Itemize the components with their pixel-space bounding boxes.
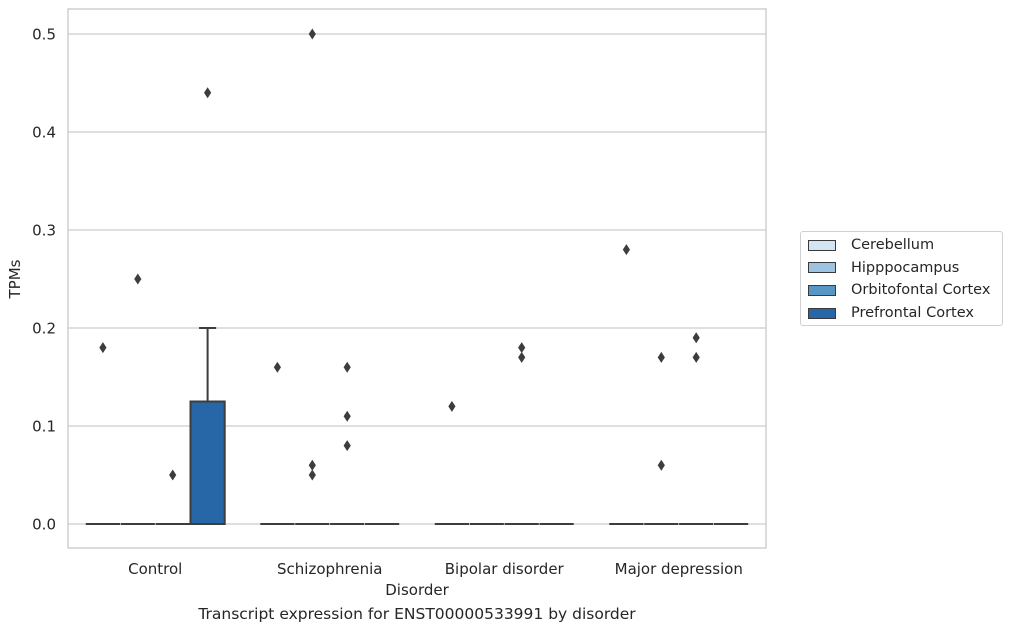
y-tick-label: 0.5 (32, 26, 56, 44)
outliers (99, 28, 700, 481)
figure-caption: Transcript expression for ENST0000053399… (198, 605, 636, 623)
grid-lines (68, 33, 766, 525)
outlier-point (657, 459, 665, 471)
outlier-point (343, 440, 351, 452)
legend-item: Prefrontal Cortex (808, 304, 974, 322)
legend-swatch (808, 262, 836, 274)
outlier-point (308, 28, 316, 40)
legend-swatch (808, 307, 836, 319)
x-axis-label: Disorder (385, 581, 449, 599)
outlier-point (622, 244, 630, 256)
legend: Cerebellum Hipppocampus Orbitofontal Corte… (800, 231, 1003, 326)
box-prefrontal-cortex (189, 400, 226, 525)
legend-item: Hipppocampus (808, 259, 959, 277)
y-tick-label: 0.0 (32, 516, 56, 534)
legend-swatch (808, 284, 836, 296)
outlier-point (308, 469, 316, 481)
y-tick-label: 0.1 (32, 418, 56, 436)
outlier-point (343, 410, 351, 422)
x-tick-label: Schizophrenia (277, 560, 382, 578)
plot-frame (67, 8, 767, 549)
outlier-point (343, 361, 351, 373)
outlier-point (169, 469, 177, 481)
y-axis-ticks: 0.0 0.1 0.2 0.3 0.4 0.5 (32, 26, 56, 534)
outlier-point (204, 87, 212, 99)
outlier-point (657, 351, 665, 363)
x-tick-label: Control (128, 560, 182, 578)
legend-swatch (808, 239, 836, 251)
legend-label: Hipppocampus (851, 259, 960, 276)
legend-item: Orbitofontal Cortex (808, 281, 990, 299)
y-tick-label: 0.2 (32, 320, 56, 338)
outlier-point (273, 361, 281, 373)
legend-label: Prefrontal Cortex (851, 305, 974, 322)
y-axis-label: TPMs (6, 259, 24, 299)
outlier-point (692, 332, 700, 344)
y-tick-label: 0.4 (32, 124, 56, 142)
x-axis-ticks: Control Schizophrenia Bipolar disorder Majo… (128, 560, 743, 578)
outlier-point (518, 342, 526, 354)
outlier-point (518, 351, 526, 363)
outlier-point (308, 459, 316, 471)
legend-item: Cerebellum (808, 236, 934, 254)
outlier-point (134, 273, 142, 285)
legend-label: Orbitofontal Cortex (851, 282, 991, 299)
outlier-point (99, 342, 107, 354)
legend-label: Cerebellum (851, 237, 935, 253)
x-tick-label: Major depression (615, 560, 743, 578)
x-tick-label: Bipolar disorder (445, 560, 565, 578)
boxes (85, 327, 749, 525)
y-tick-label: 0.3 (32, 222, 56, 240)
outlier-point (692, 351, 700, 363)
outlier-point (448, 400, 456, 412)
